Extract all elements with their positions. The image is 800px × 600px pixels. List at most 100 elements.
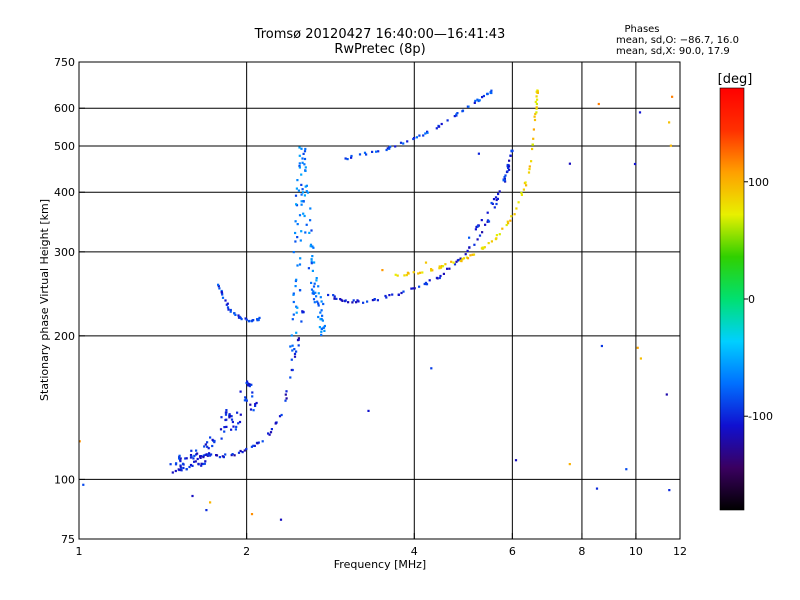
colorbar-tick-label: 100 bbox=[748, 176, 769, 189]
data-point bbox=[509, 154, 512, 157]
data-point bbox=[474, 99, 477, 102]
x-tick-label: 6 bbox=[509, 545, 516, 558]
data-point bbox=[254, 403, 257, 406]
data-point bbox=[195, 449, 198, 452]
data-point bbox=[190, 449, 193, 452]
data-point bbox=[237, 422, 240, 425]
data-point bbox=[491, 202, 494, 205]
data-point bbox=[310, 258, 313, 261]
data-point bbox=[319, 296, 322, 299]
data-point bbox=[503, 177, 506, 180]
data-point bbox=[533, 115, 536, 118]
data-point bbox=[224, 453, 227, 456]
data-point bbox=[225, 409, 228, 412]
data-point bbox=[289, 376, 292, 379]
data-point bbox=[448, 267, 451, 270]
data-point bbox=[296, 264, 299, 267]
data-point bbox=[178, 457, 181, 460]
data-point bbox=[305, 190, 308, 193]
x-axis-ticks: 1 2 4 6 8 10 12 bbox=[76, 533, 687, 558]
data-point bbox=[455, 260, 458, 263]
data-point bbox=[224, 413, 228, 416]
data-point bbox=[295, 311, 298, 314]
data-point bbox=[439, 266, 443, 269]
data-point bbox=[200, 455, 203, 458]
data-point bbox=[397, 293, 400, 296]
data-point bbox=[568, 463, 571, 466]
data-point bbox=[412, 287, 415, 290]
data-point bbox=[196, 457, 199, 461]
data-point bbox=[437, 125, 440, 128]
data-point bbox=[230, 428, 233, 431]
y-tick-label: 100 bbox=[54, 473, 75, 486]
data-point bbox=[322, 302, 325, 306]
data-point bbox=[455, 113, 458, 116]
data-point bbox=[300, 320, 303, 323]
data-point bbox=[205, 453, 208, 456]
data-point bbox=[668, 489, 671, 492]
data-point bbox=[482, 94, 485, 98]
data-point bbox=[506, 220, 509, 223]
colorbar-tick-label: -100 bbox=[748, 410, 773, 423]
data-point bbox=[487, 220, 491, 223]
data-point bbox=[490, 201, 493, 205]
data-point bbox=[319, 311, 322, 314]
data-point bbox=[296, 223, 299, 226]
data-point bbox=[481, 96, 484, 99]
data-point bbox=[377, 150, 380, 153]
data-point bbox=[210, 453, 213, 456]
data-point bbox=[300, 147, 303, 150]
data-point bbox=[332, 294, 335, 297]
data-point bbox=[438, 267, 441, 270]
data-point bbox=[291, 349, 294, 352]
data-point bbox=[267, 432, 270, 435]
data-point bbox=[358, 153, 362, 156]
y-tick-label: 750 bbox=[54, 56, 75, 69]
data-point bbox=[406, 140, 409, 143]
data-point bbox=[197, 463, 200, 466]
data-point bbox=[290, 358, 293, 361]
data-point bbox=[490, 89, 493, 92]
data-point bbox=[436, 277, 439, 280]
data-point bbox=[225, 411, 228, 414]
data-point bbox=[171, 471, 174, 474]
data-point bbox=[402, 142, 405, 145]
data-point bbox=[388, 147, 391, 150]
data-point bbox=[482, 247, 485, 250]
data-point bbox=[220, 416, 223, 419]
data-point bbox=[291, 344, 294, 347]
data-point bbox=[257, 318, 260, 322]
data-point bbox=[438, 276, 441, 280]
data-point bbox=[298, 162, 301, 165]
data-point bbox=[476, 225, 480, 228]
data-point bbox=[248, 383, 251, 386]
data-point bbox=[309, 243, 313, 246]
data-point bbox=[304, 185, 307, 188]
data-point bbox=[495, 198, 498, 202]
data-point bbox=[241, 451, 244, 454]
data-point bbox=[366, 300, 369, 303]
data-point bbox=[313, 301, 316, 304]
data-point bbox=[460, 260, 463, 263]
data-point bbox=[320, 300, 323, 303]
data-point bbox=[256, 442, 259, 445]
data-point bbox=[294, 240, 297, 243]
data-point bbox=[438, 265, 441, 268]
x-tick-label: 10 bbox=[629, 545, 643, 558]
data-point bbox=[515, 207, 518, 210]
data-point bbox=[193, 460, 196, 463]
data-point bbox=[297, 338, 300, 341]
data-point bbox=[296, 306, 299, 309]
data-point bbox=[459, 257, 462, 260]
data-point bbox=[202, 462, 205, 466]
data-point bbox=[536, 91, 539, 94]
data-point bbox=[310, 262, 313, 265]
data-point bbox=[340, 298, 343, 302]
data-point bbox=[245, 447, 248, 451]
data-point bbox=[209, 501, 212, 504]
data-point bbox=[486, 211, 489, 214]
data-point bbox=[363, 151, 367, 154]
data-point bbox=[665, 393, 668, 396]
chart-title: Tromsø 20120427 16:40:00—16:41:43 bbox=[254, 27, 506, 42]
data-point bbox=[520, 191, 523, 194]
